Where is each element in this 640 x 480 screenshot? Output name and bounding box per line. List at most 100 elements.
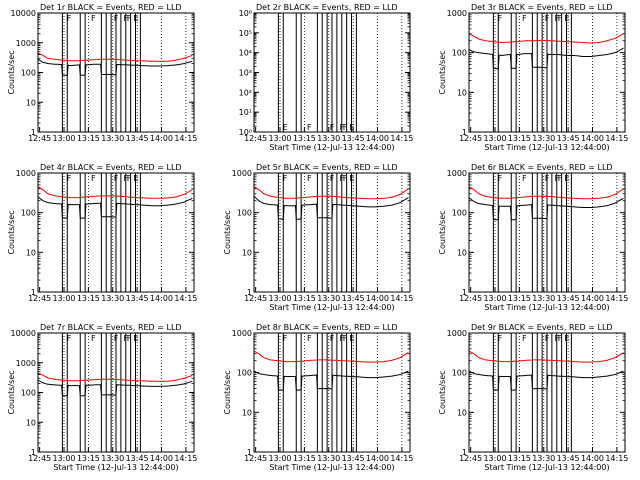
x-tick-label: 13:15 (77, 294, 100, 303)
flag-label: F (343, 123, 348, 132)
x-tick-label: 13:30 (532, 454, 555, 463)
flag-label: E (564, 334, 569, 343)
x-tick-label: 13:45 (126, 294, 149, 303)
x-tick-label: 14:15 (605, 454, 628, 463)
y-tick-label: 100 (452, 49, 467, 58)
y-tick-label: 10 (242, 248, 252, 257)
flag-label: F (545, 14, 550, 23)
y-tick-label: 1 (31, 128, 36, 137)
x-tick-label: 12:45 (244, 134, 267, 143)
x-tick-label: 14:15 (390, 454, 413, 463)
flag-label: F (67, 174, 72, 183)
chart-title: Det 7r BLACK = Events, RED = LLD (40, 323, 182, 332)
x-tick-label: 13:00 (268, 294, 291, 303)
x-tick-label: 14:15 (605, 134, 628, 143)
flag-label: E (564, 174, 569, 183)
y-tick-label: 1000 (16, 169, 36, 178)
x-tick-label: 13:15 (77, 134, 100, 143)
x-tick-label: 14:15 (174, 134, 197, 143)
event-rate-line (37, 379, 193, 397)
flag-label: F (498, 14, 503, 23)
event-rate-line (468, 47, 624, 70)
y-tick-label: 10⁰ (239, 128, 252, 137)
y-tick-label: 1000 (16, 359, 36, 368)
x-tick-label: 13:15 (508, 294, 531, 303)
flag-label: F (545, 174, 550, 183)
plot-frame (468, 12, 626, 133)
y-tick-label: 1000 (447, 9, 467, 18)
flag-label: F (330, 174, 335, 183)
flag-label: F (330, 123, 335, 132)
x-tick-label: 14:00 (581, 134, 604, 143)
y-tick-label: 1 (247, 448, 252, 457)
y-tick-label: 1 (31, 288, 36, 297)
y-tick-label: 10 (457, 88, 467, 97)
x-tick-label: 14:00 (581, 454, 604, 463)
flag-label: F (340, 174, 345, 183)
x-tick-label: 14:00 (366, 294, 389, 303)
flag-label: F (498, 174, 503, 183)
x-tick-label: 14:00 (581, 294, 604, 303)
y-tick-label: 1000 (447, 169, 467, 178)
y-tick-label: 1 (247, 288, 252, 297)
y-tick-label: 100 (21, 389, 36, 398)
flag-label: E (564, 14, 569, 23)
x-tick-label: 13:00 (268, 454, 291, 463)
x-tick-label: 12:45 (459, 134, 482, 143)
flag-label: F (555, 334, 560, 343)
flag-label: F (114, 174, 119, 183)
x-tick-label: 13:15 (508, 134, 531, 143)
x-tick-label: 14:15 (605, 294, 628, 303)
flag-label: F (67, 14, 72, 23)
event-rate-line (37, 58, 193, 77)
plot-frame (253, 172, 411, 293)
x-tick-label: 14:00 (150, 454, 173, 463)
y-tick-label: 100 (452, 209, 467, 218)
lld-rate-line (37, 186, 193, 199)
x-axis-label: Start Time (12-Jul-13 12:44:00) (269, 463, 394, 472)
x-tick-label: 13:15 (508, 454, 531, 463)
y-tick-label: 10 (457, 248, 467, 257)
flag-label: F (283, 174, 288, 183)
y-axis-label: Counts/sec (438, 370, 447, 414)
y-tick-label: 100 (237, 209, 252, 218)
flag-label: F (124, 14, 129, 23)
x-tick-label: 13:45 (342, 294, 365, 303)
plot-frame (37, 172, 195, 293)
event-rate-line (37, 196, 193, 219)
x-tick-label: 13:45 (342, 134, 365, 143)
lld-rate-line (253, 350, 409, 363)
flag-label: F (91, 174, 96, 183)
x-tick-label: 12:45 (244, 294, 267, 303)
x-tick-label: 13:00 (52, 294, 75, 303)
flag-label: F (340, 334, 345, 343)
y-axis-label: Counts/sec (7, 370, 16, 414)
y-tick-label: 1000 (232, 329, 252, 338)
x-tick-label: 13:30 (101, 134, 124, 143)
y-tick-label: 100 (21, 209, 36, 218)
flag-label: F (91, 334, 96, 343)
flag-label: F (124, 334, 129, 343)
x-tick-label: 14:15 (390, 134, 413, 143)
flag-label: F (127, 334, 132, 343)
event-rate-line (253, 370, 409, 391)
y-axis-label: Counts/sec (438, 50, 447, 94)
flag-label: F (343, 334, 348, 343)
x-tick-label: 13:15 (293, 134, 316, 143)
flag-label: F (340, 123, 345, 132)
x-tick-label: 13:45 (126, 454, 149, 463)
x-tick-label: 13:30 (101, 454, 124, 463)
y-tick-label: 10¹ (239, 108, 252, 117)
y-tick-label: 1000 (447, 329, 467, 338)
y-tick-label: 1000 (16, 39, 36, 48)
flag-label: F (343, 174, 348, 183)
flag-label: F (91, 14, 96, 23)
flag-label: F (555, 174, 560, 183)
y-tick-label: 10 (457, 408, 467, 417)
flag-label: F (124, 174, 129, 183)
x-tick-label: 14:15 (390, 294, 413, 303)
flag-label: F (545, 334, 550, 343)
flag-label: F (127, 174, 132, 183)
